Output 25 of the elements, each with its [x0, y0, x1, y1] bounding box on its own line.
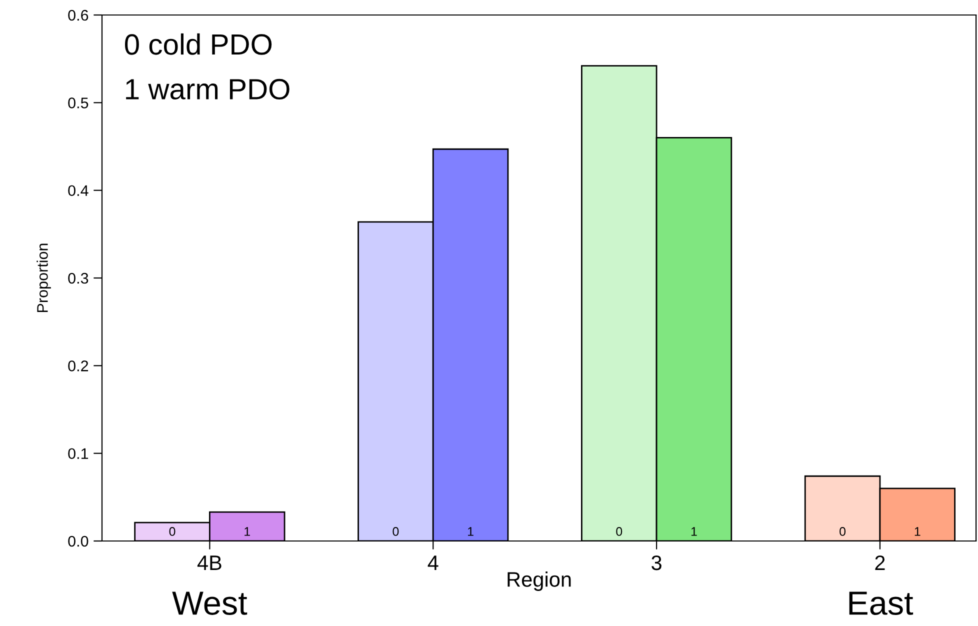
series-label: 1 [244, 527, 250, 536]
text: 0 [616, 527, 622, 536]
y-tick-label: 0.0 [68, 536, 88, 547]
y-tick-label: 0.2 [68, 360, 88, 372]
text: 1 [914, 527, 920, 536]
y-tick-label: 0.1 [68, 448, 88, 460]
x-tick-label: 4B [197, 556, 222, 570]
y-tick-label: 0.3 [68, 272, 88, 284]
text: 0 [840, 527, 846, 536]
y-tick-label: 0.5 [68, 98, 88, 108]
text: West [172, 592, 248, 615]
text: 1 [468, 527, 474, 536]
x-tick-label: 4 [428, 556, 438, 570]
y-tick-label: 0.4 [68, 185, 88, 196]
text: 1 [691, 527, 697, 536]
series-label: 0 [169, 527, 176, 536]
y-axis-title: Proportion [36, 244, 51, 312]
annotation: 0 cold PDO [124, 33, 272, 55]
x-tick-label: 2 [875, 555, 885, 570]
y-tick-label: 0.6 [68, 10, 88, 21]
text: East [849, 592, 914, 615]
annotation: 1 warm PDO [126, 78, 290, 100]
x-tick-label: 3 [652, 555, 662, 570]
x-axis-title: Region [508, 572, 571, 591]
text: 0 [392, 527, 399, 536]
